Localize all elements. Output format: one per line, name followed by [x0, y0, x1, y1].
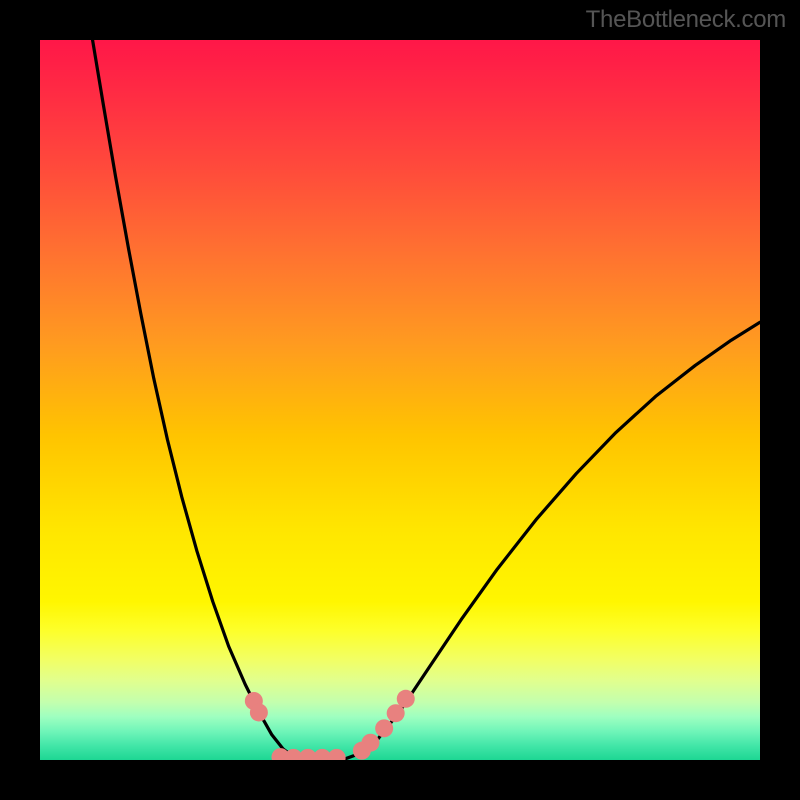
watermark-label: TheBottleneck.com — [586, 6, 786, 34]
marker-point — [375, 719, 393, 737]
marker-point — [250, 703, 268, 721]
marker-point — [361, 734, 379, 752]
chart-svg — [40, 40, 760, 760]
bottleneck-curve-chart — [40, 40, 760, 760]
marker-point — [397, 690, 415, 708]
